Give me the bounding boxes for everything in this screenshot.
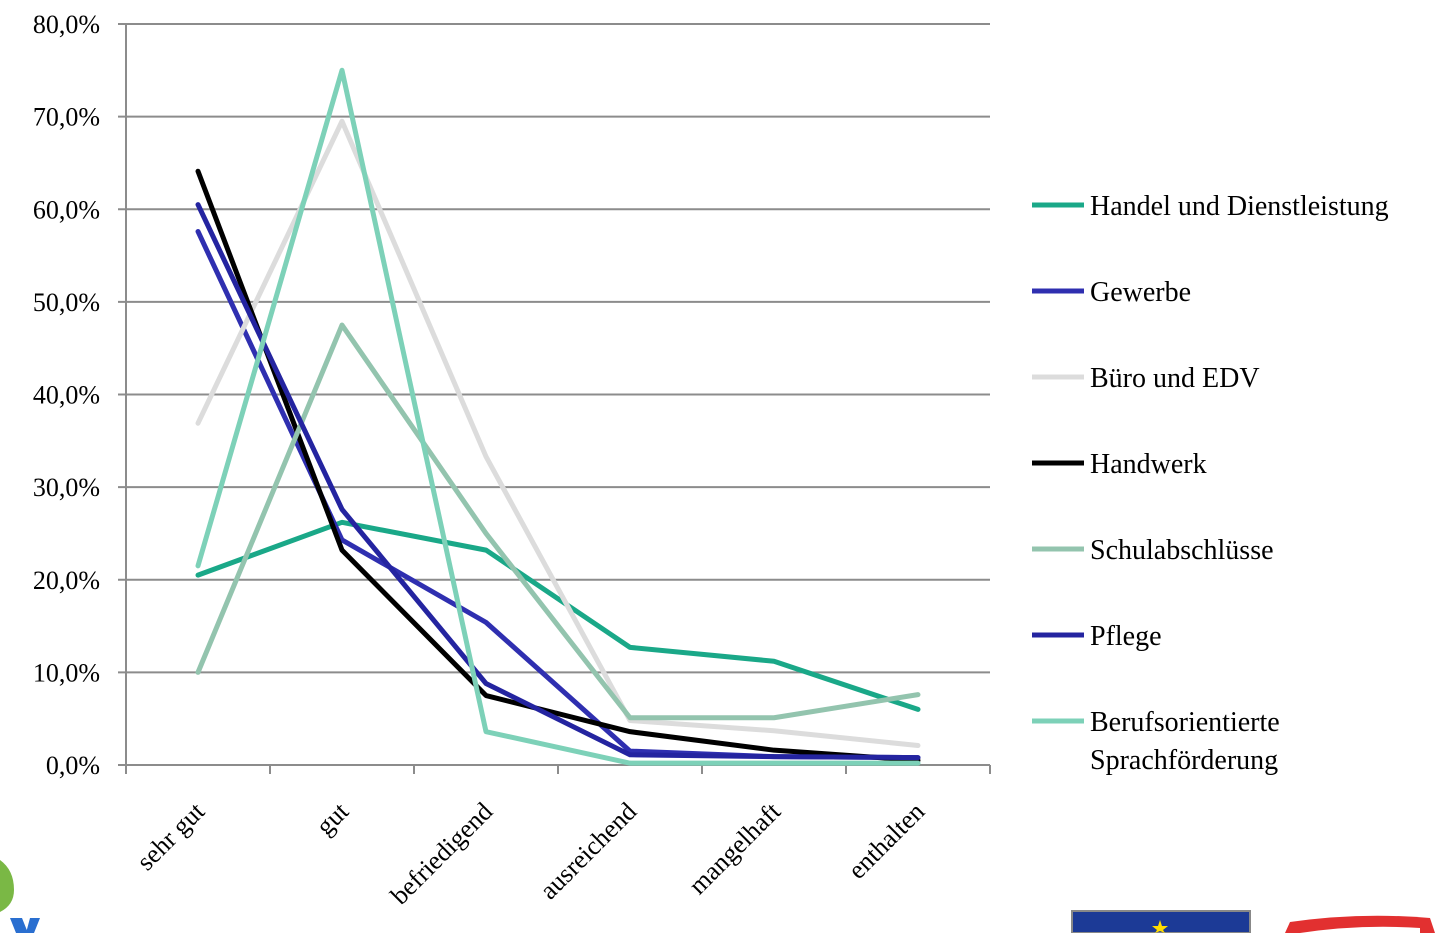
x-tick-label: enthalten [842, 797, 930, 885]
x-tick-label: mangelhaft [683, 796, 787, 900]
legend-label: Gewerbe [1090, 277, 1191, 308]
x-tick-label: sehr gut [131, 796, 211, 876]
y-tick-label: 20,0% [33, 566, 100, 595]
y-tick-label: 80,0% [33, 10, 100, 39]
eu-star-icon [1152, 920, 1168, 933]
x-tick-label: ausreichend [534, 797, 642, 905]
legend-label: Sprachförderung [1090, 745, 1278, 776]
y-tick-label: 50,0% [33, 288, 100, 317]
x-tick-label: befriedigend [385, 797, 498, 910]
gridlines [126, 23, 990, 674]
y-tick-label: 60,0% [33, 195, 100, 224]
legend-label: Schulabschlüsse [1090, 535, 1274, 566]
series-line [195, 519, 921, 712]
series-line [195, 168, 921, 763]
y-tick-label: 10,0% [33, 658, 100, 687]
legend-label: Büro und EDV [1090, 363, 1260, 394]
series-line [195, 228, 921, 761]
y-axis-tick-labels: 0,0% 10,0% 20,0% 30,0% 40,0% 50,0% 60,0% 70,0% 8… [33, 10, 100, 780]
legend-label: Pflege [1090, 621, 1162, 652]
y-tick-label: 40,0% [33, 381, 100, 410]
legend-label: Handel und Dienstleistung [1090, 191, 1389, 222]
series-line [195, 118, 921, 749]
legend-label: Handwerk [1090, 449, 1207, 480]
series-line [195, 322, 921, 721]
x-axis-tick-labels: sehr gut gut befriedigend ausreichend mangel… [131, 796, 930, 910]
series-line [195, 202, 921, 761]
legend-label: Berufsorientierte [1090, 707, 1280, 738]
legend: Handel und Dienstleistung Gewerbe Büro und… [1032, 191, 1389, 776]
eu-flag-logo [1071, 910, 1251, 933]
y-tick-label: 70,0% [33, 103, 100, 132]
y-tick-label: 30,0% [33, 473, 100, 502]
logo-fragment-left [0, 860, 14, 912]
series-lines [195, 67, 921, 766]
x-tick-label: gut [310, 796, 355, 841]
y-tick-label: 0,0% [46, 751, 100, 780]
series-line [195, 67, 921, 766]
logos [0, 860, 1435, 933]
logo-fragment-left-blue [10, 918, 40, 933]
